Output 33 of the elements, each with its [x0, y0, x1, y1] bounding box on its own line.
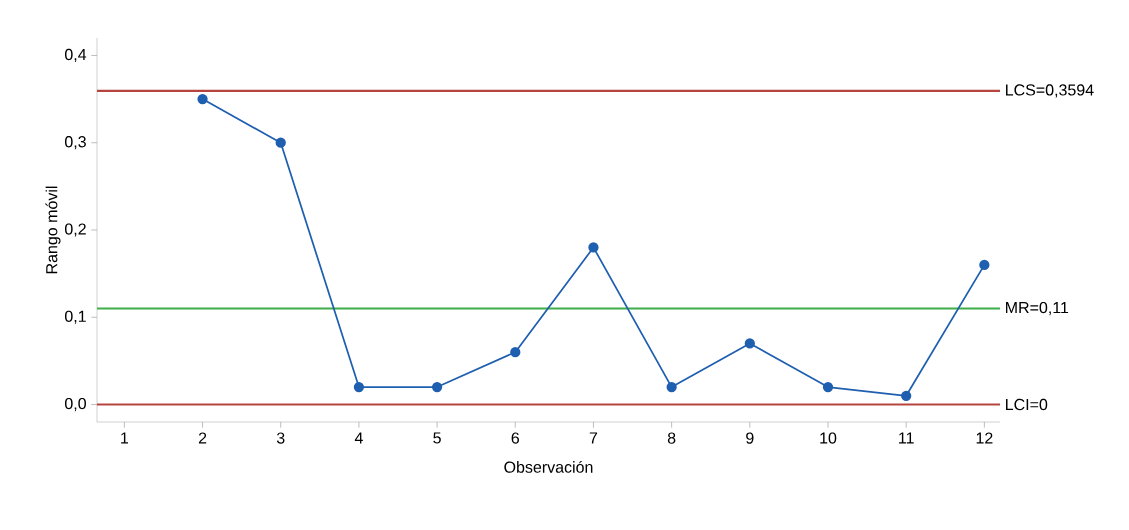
point [275, 137, 286, 148]
x-axis-title: Observación [504, 460, 593, 473]
y-axis-title: Rango móvil [45, 186, 61, 274]
x-tick-label: 8 [667, 432, 676, 444]
point [197, 93, 208, 105]
x-tick-label: 3 [276, 432, 285, 444]
x-tick-label: 7 [589, 432, 598, 444]
x-tick-label: 1 [121, 432, 129, 444]
point [822, 381, 834, 393]
point [744, 338, 755, 349]
point [588, 242, 599, 253]
y-tick-label: 0,1 [64, 310, 86, 324]
point [979, 259, 990, 271]
point [353, 381, 365, 393]
x-tick-label: 6 [511, 432, 520, 444]
y-tick-label: 0,2 [64, 223, 86, 237]
x-tick-label: 12 [976, 432, 993, 444]
ref-line-label: LCS=0,3594 [1006, 84, 1094, 98]
x-tick-label: 2 [198, 432, 207, 444]
point [510, 347, 521, 358]
y-tick-label: 0,4 [64, 48, 87, 63]
ref-line-label: LCI=0 [1006, 398, 1048, 411]
x-tick-label: 9 [746, 432, 754, 444]
x-tick-label: 4 [354, 432, 363, 444]
x-tick-label: 5 [433, 432, 441, 444]
point [901, 390, 912, 401]
y-tick-label: 0,0 [64, 397, 86, 412]
point [431, 381, 443, 393]
x-tick-label: 10 [820, 432, 837, 444]
x-tick-label: 11 [899, 432, 914, 444]
point [666, 381, 677, 393]
y-tick-label: 0,3 [64, 136, 86, 150]
ref-line-label: MR=0,11 [1006, 301, 1069, 316]
